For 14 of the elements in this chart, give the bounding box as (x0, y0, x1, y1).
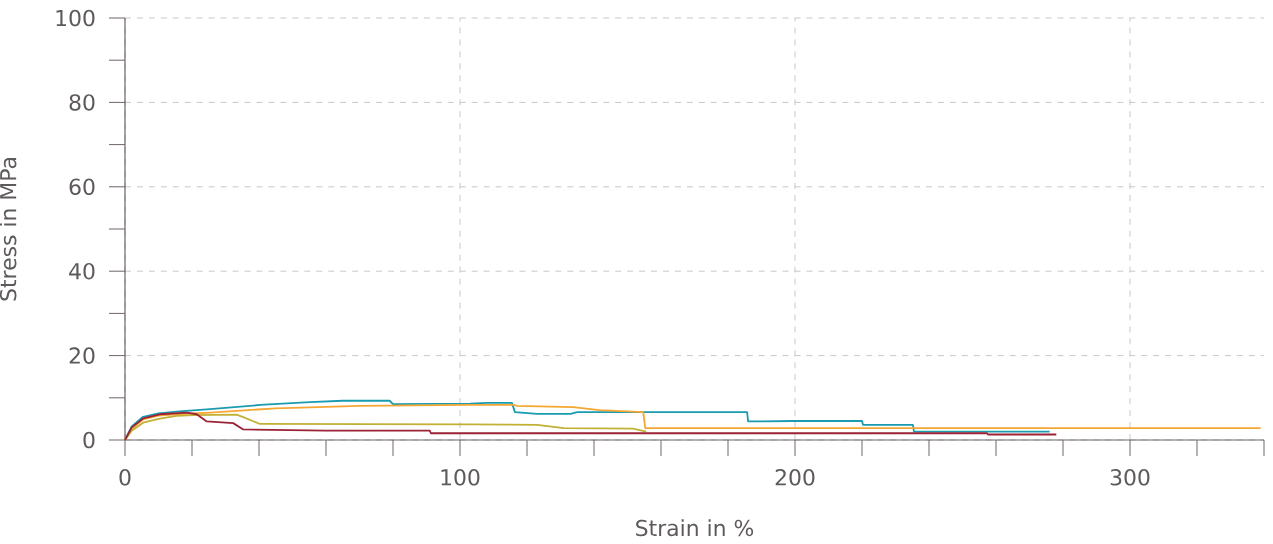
y-tick-label: 20 (69, 347, 95, 364)
x-tick-label: 0 (119, 469, 131, 486)
y-tick-label: 100 (56, 9, 95, 27)
y-tick-label: 60 (69, 178, 95, 196)
y-axis-title: Stress in MPa (0, 158, 17, 301)
line-series (124, 411, 1058, 441)
y-tick-label: 0 (83, 431, 95, 449)
line-series (124, 413, 648, 441)
x-axis-title: Strain in % (636, 519, 754, 537)
y-tick-label: 80 (69, 94, 95, 111)
y-tick-label: 40 (69, 262, 95, 280)
x-tick-label: 200 (775, 469, 815, 486)
x-tick-label: 300 (1110, 469, 1150, 486)
x-tick-label: 100 (441, 469, 480, 486)
